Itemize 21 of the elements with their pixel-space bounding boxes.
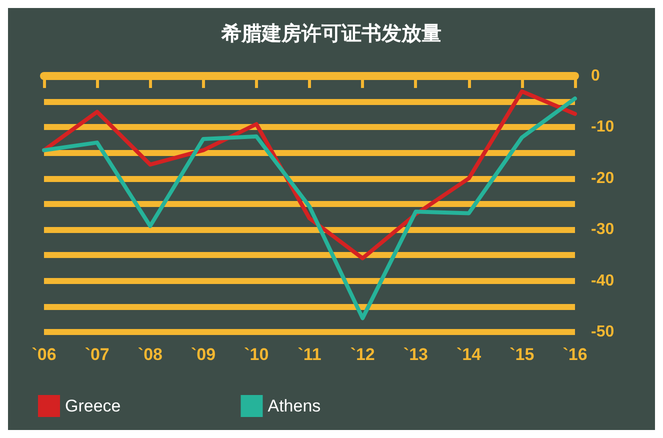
line-series (42, 96, 577, 320)
x-tick-label: `12 (350, 345, 375, 364)
x-tick-label: `10 (244, 345, 269, 364)
chart-title: 希腊建房许可证书发放量 (220, 21, 442, 45)
x-tick-label: `13 (403, 345, 428, 364)
y-tick-label: -20 (591, 170, 614, 187)
y-tick-label: -10 (591, 118, 614, 136)
x-tick-label: `09 (191, 345, 216, 364)
x-tick-label: `06 (32, 345, 56, 364)
x-tick-label: `11 (298, 345, 322, 364)
y-tick-label: -40 (591, 272, 614, 290)
x-tick-label: `14 (456, 345, 482, 364)
x-tick-label: `15 (510, 345, 534, 364)
x-tick-label: `07 (84, 345, 110, 364)
legend-label: Greece (65, 396, 121, 416)
y-tick-label: -30 (591, 221, 614, 238)
x-tick-label: `08 (138, 345, 162, 364)
x-tick-label: `16 (562, 345, 588, 364)
y-tick-label: 0 (591, 68, 600, 84)
legend-label: Athens (268, 396, 321, 416)
y-tick-label: -50 (591, 324, 614, 340)
